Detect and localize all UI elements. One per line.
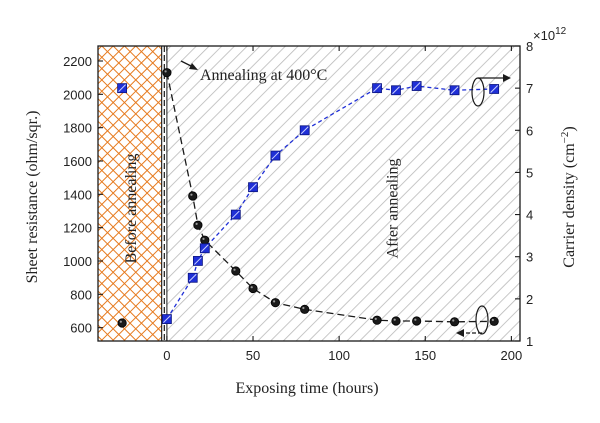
x-tick-label: 200	[501, 348, 523, 363]
sheet-resistance-point	[193, 220, 203, 230]
point-highlight	[118, 84, 126, 92]
left-y-tick-label: 800	[70, 287, 92, 302]
x-tick-label: 150	[414, 348, 436, 363]
sheet-resistance-point	[188, 191, 198, 201]
x-tick-label: 100	[328, 348, 350, 363]
point-highlight	[373, 84, 381, 92]
right-y-tick-label: 4	[526, 208, 533, 223]
point-highlight	[188, 273, 197, 282]
point-highlight	[249, 183, 257, 192]
left-y-tick-label: 1600	[63, 154, 92, 169]
right-y-axis-title-sup: −2	[559, 132, 571, 144]
point-highlight	[450, 86, 459, 95]
point-highlight	[119, 320, 122, 323]
sheet-resistance-point	[489, 316, 499, 326]
left-y-tick-label: 1400	[63, 187, 92, 202]
sheet-resistance-point	[372, 315, 382, 325]
right-axis-multiplier-exp: 12	[555, 26, 567, 37]
right-axis-indicator-icon	[471, 74, 511, 107]
annealing-arrowhead	[189, 63, 198, 70]
left-y-axis-title: Sheet resistance (ohm/sqr.)	[24, 111, 41, 284]
point-highlight	[393, 318, 396, 321]
after-annealing-label: After annealing	[385, 159, 402, 259]
x-axis-title: Exposing time (hours)	[235, 380, 378, 397]
sheet-resistance-point	[449, 317, 460, 327]
sheet-resistance-point	[117, 318, 127, 328]
right-y-axis-title: Carrier density (cm−2)	[559, 126, 578, 267]
before-annealing-label: Before annealing	[123, 154, 140, 264]
left-y-tick-label: 1000	[63, 254, 92, 269]
point-highlight	[200, 244, 209, 253]
x-tick-label: 0	[163, 348, 170, 363]
point-highlight	[491, 318, 494, 322]
sheet-resistance-point	[412, 316, 422, 326]
point-highlight	[231, 210, 240, 219]
right-axis-multiplier-base: ×10	[533, 28, 555, 43]
right-y-axis: 1 2 3 4 5 6 7 8	[515, 39, 533, 349]
right-y-tick-label: 1	[526, 334, 533, 349]
point-highlight	[163, 315, 171, 323]
point-highlight	[164, 70, 167, 73]
left-y-tick-label: 2200	[63, 54, 92, 69]
point-highlight	[271, 151, 280, 160]
right-y-tick-label: 5	[526, 165, 533, 180]
point-highlight	[190, 193, 193, 196]
annealing-annotation: Annealing at 400°C	[200, 67, 327, 84]
point-highlight	[490, 85, 499, 93]
point-highlight	[374, 317, 377, 320]
point-highlight	[273, 300, 276, 303]
sheet-resistance-point	[200, 235, 210, 245]
point-highlight	[194, 257, 202, 265]
left-y-tick-label: 2000	[63, 87, 92, 102]
after-annealing-region	[98, 46, 520, 341]
left-y-tick-label: 1800	[63, 121, 92, 136]
plot-frame	[97, 45, 521, 342]
left-axis-indicator-icon	[456, 305, 489, 337]
point-highlight	[250, 286, 253, 289]
right-y-axis-title-close: )	[561, 126, 578, 131]
point-highlight	[302, 306, 305, 310]
sheet-resistance-point	[231, 266, 241, 276]
series-markers	[117, 68, 500, 328]
point-highlight	[412, 82, 421, 90]
point-highlight	[233, 268, 236, 271]
right-y-axis-title-main: Carrier density (cm	[561, 143, 578, 268]
left-y-tick-label: 1200	[63, 221, 92, 236]
sheet-resistance-point	[300, 304, 310, 314]
left-y-tick-label: 600	[70, 321, 92, 336]
sheet-resistance-point	[248, 283, 258, 294]
sheet-resistance-point	[270, 298, 281, 308]
before-annealing-region	[97, 45, 163, 342]
right-y-tick-label: 2	[526, 292, 533, 307]
left-y-axis: 600 800 1000 1200 1400 1600 1800 2000 2200	[63, 54, 103, 336]
point-highlight	[195, 222, 198, 225]
point-highlight	[202, 237, 205, 240]
right-y-tick-label: 8	[526, 39, 533, 54]
point-highlight	[452, 319, 455, 322]
point-highlight	[392, 86, 400, 95]
x-tick-label: 50	[246, 348, 260, 363]
point-highlight	[300, 126, 309, 135]
right-y-tick-label: 6	[526, 123, 533, 138]
right-y-tick-label: 7	[526, 81, 533, 96]
sheet-resistance-point	[162, 68, 172, 78]
right-axis-multiplier: ×1012	[533, 26, 567, 43]
point-highlight	[414, 318, 417, 321]
sheet-resistance-point	[391, 316, 401, 326]
right-y-tick-label: 3	[526, 250, 533, 265]
x-axis: 0 50 100 150 200	[163, 46, 522, 363]
